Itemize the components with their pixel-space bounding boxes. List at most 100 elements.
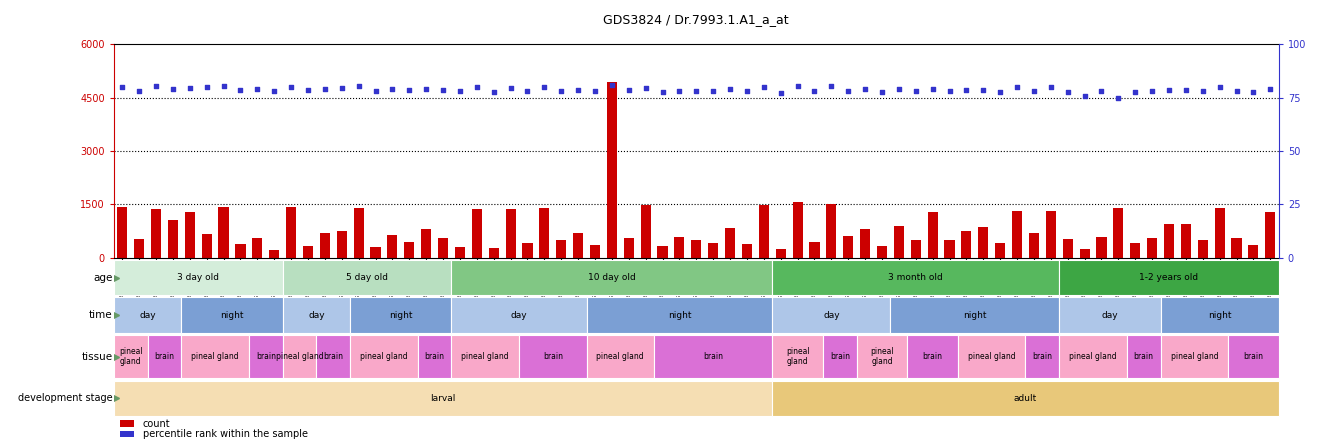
Bar <box>657 246 668 258</box>
Text: pineal gland: pineal gland <box>462 352 509 361</box>
Point <box>399 86 420 93</box>
Bar <box>520 335 586 378</box>
Text: pineal
gland: pineal gland <box>786 347 809 366</box>
Text: brain: brain <box>923 352 943 361</box>
Point <box>770 89 791 96</box>
Bar <box>844 236 853 258</box>
Text: 5 day old: 5 day old <box>345 273 388 282</box>
Bar <box>387 235 398 258</box>
Point <box>1176 86 1197 93</box>
Bar <box>624 238 633 258</box>
Text: age: age <box>94 273 112 282</box>
Bar <box>303 246 313 258</box>
Point <box>1209 83 1231 91</box>
Bar <box>540 208 549 258</box>
Text: GDS3824 / Dr.7993.1.A1_a_at: GDS3824 / Dr.7993.1.A1_a_at <box>604 13 789 26</box>
Bar <box>418 335 451 378</box>
Bar <box>522 243 533 258</box>
Point <box>872 88 893 95</box>
Bar <box>775 249 786 258</box>
Bar <box>1127 335 1161 378</box>
Point <box>1141 88 1162 95</box>
Bar <box>773 335 823 378</box>
Bar <box>691 241 702 258</box>
Text: pineal gland: pineal gland <box>191 352 238 361</box>
Point <box>1125 88 1146 95</box>
Point <box>195 84 217 91</box>
Point <box>230 86 252 93</box>
Point <box>601 82 623 89</box>
Point <box>162 85 183 92</box>
Bar <box>269 250 280 258</box>
Text: day: day <box>1102 311 1118 320</box>
Bar <box>586 297 773 333</box>
Text: tissue: tissue <box>82 352 112 361</box>
Point <box>753 83 774 91</box>
Point <box>1107 94 1129 101</box>
Bar <box>890 297 1059 333</box>
Point <box>719 86 740 93</box>
Bar <box>1228 335 1279 378</box>
Bar <box>759 205 769 258</box>
Bar <box>420 230 431 258</box>
Text: adult: adult <box>1014 394 1038 403</box>
Text: brain: brain <box>703 352 723 361</box>
Bar <box>1097 237 1106 258</box>
Text: pineal gland: pineal gland <box>360 352 408 361</box>
Point <box>348 83 370 90</box>
Point <box>821 83 842 90</box>
Point <box>449 88 470 95</box>
Bar <box>1059 297 1161 333</box>
Bar <box>1248 245 1259 258</box>
Point <box>736 88 758 95</box>
Bar <box>451 297 586 333</box>
Point <box>972 86 994 93</box>
Point <box>1225 88 1247 95</box>
Point <box>146 83 167 90</box>
Bar <box>114 297 181 333</box>
Bar <box>118 207 127 258</box>
Bar <box>1113 208 1123 258</box>
Point <box>1091 88 1113 95</box>
Bar <box>742 244 753 258</box>
Bar <box>114 260 283 295</box>
Bar <box>857 335 908 378</box>
Bar <box>826 204 837 258</box>
Bar <box>573 234 584 258</box>
Bar <box>283 335 316 378</box>
Text: pineal gland: pineal gland <box>1070 352 1117 361</box>
Bar <box>404 242 414 258</box>
Text: brain: brain <box>424 352 445 361</box>
Bar <box>877 246 886 258</box>
Point <box>803 88 825 95</box>
Bar <box>202 234 212 258</box>
Bar <box>911 241 921 258</box>
Point <box>1260 85 1281 92</box>
Bar <box>653 335 773 378</box>
Point <box>686 87 707 95</box>
Bar <box>773 260 1059 295</box>
Bar <box>1063 239 1073 258</box>
Text: night: night <box>220 311 244 320</box>
Text: pineal gland: pineal gland <box>276 352 323 361</box>
Point <box>466 84 487 91</box>
Bar <box>455 246 465 258</box>
Bar <box>995 242 1006 258</box>
Bar <box>506 209 516 258</box>
Text: night: night <box>1208 311 1232 320</box>
Text: pineal gland: pineal gland <box>596 352 644 361</box>
Bar <box>979 227 988 258</box>
Bar <box>236 244 245 258</box>
Point <box>703 87 724 94</box>
Bar <box>1079 249 1090 258</box>
Bar <box>336 231 347 258</box>
Point <box>1023 88 1044 95</box>
Bar <box>316 335 351 378</box>
Bar <box>1197 241 1208 258</box>
Bar <box>134 239 145 258</box>
Bar <box>489 248 498 258</box>
Bar <box>1164 225 1174 258</box>
Bar <box>961 230 972 258</box>
Bar <box>823 335 857 378</box>
Text: brain: brain <box>256 352 276 361</box>
